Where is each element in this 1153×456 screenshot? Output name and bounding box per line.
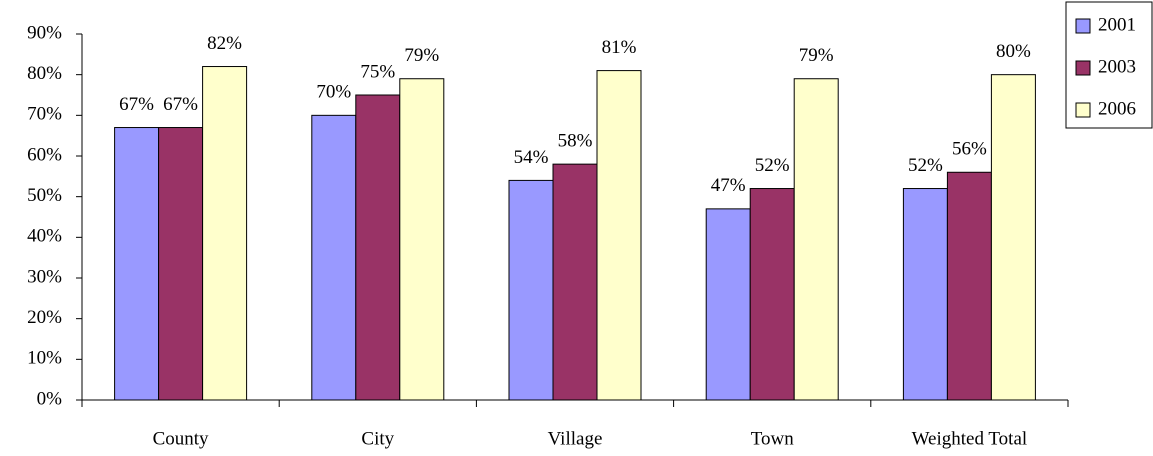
bar (902, 188, 948, 401)
bar (946, 171, 992, 401)
bar (793, 78, 839, 401)
legend-label: 2001 (1098, 14, 1136, 35)
legend-label: 2006 (1098, 98, 1136, 119)
bar (114, 127, 160, 401)
value-label: 47% (711, 175, 746, 196)
x-tick-label: Village (548, 428, 603, 449)
value-label: 67% (163, 94, 198, 115)
y-tick-label: 20% (27, 307, 62, 328)
legend-swatch (1075, 18, 1091, 34)
bar (311, 114, 357, 401)
legend-label: 2003 (1098, 56, 1136, 77)
value-label: 81% (602, 37, 637, 58)
value-label: 54% (514, 147, 549, 168)
y-tick-label: 0% (37, 388, 63, 409)
x-tick-label: County (153, 428, 209, 449)
y-tick-label: 70% (27, 104, 62, 125)
bar (399, 78, 445, 401)
value-label: 82% (207, 33, 242, 54)
bar (508, 179, 554, 401)
y-tick-label: 40% (27, 226, 62, 247)
bar (158, 127, 204, 401)
value-label: 52% (755, 155, 790, 176)
legend-swatch (1075, 102, 1091, 118)
y-tick-label: 50% (27, 185, 62, 206)
x-tick-label: City (361, 428, 394, 449)
y-tick-label: 90% (27, 22, 62, 43)
value-label: 79% (404, 45, 439, 66)
value-label: 79% (799, 45, 834, 66)
value-label: 80% (996, 41, 1031, 62)
value-label: 58% (558, 130, 593, 151)
value-label: 75% (360, 61, 395, 82)
y-tick-label: 10% (27, 348, 62, 369)
legend-swatch (1075, 60, 1091, 76)
x-tick-label: Town (751, 428, 795, 449)
bar (552, 163, 598, 401)
bar (990, 74, 1036, 401)
bar (749, 188, 795, 401)
x-tick-label: Weighted Total (912, 428, 1028, 449)
bar (705, 208, 751, 401)
value-label: 67% (119, 94, 154, 115)
y-tick-label: 30% (27, 266, 62, 287)
y-tick-label: 60% (27, 144, 62, 165)
value-label: 70% (316, 82, 351, 103)
value-label: 52% (908, 155, 943, 176)
value-label: 56% (952, 139, 987, 160)
bar (355, 94, 401, 401)
y-tick-label: 80% (27, 63, 62, 84)
bar (202, 66, 248, 401)
bar (596, 70, 642, 401)
